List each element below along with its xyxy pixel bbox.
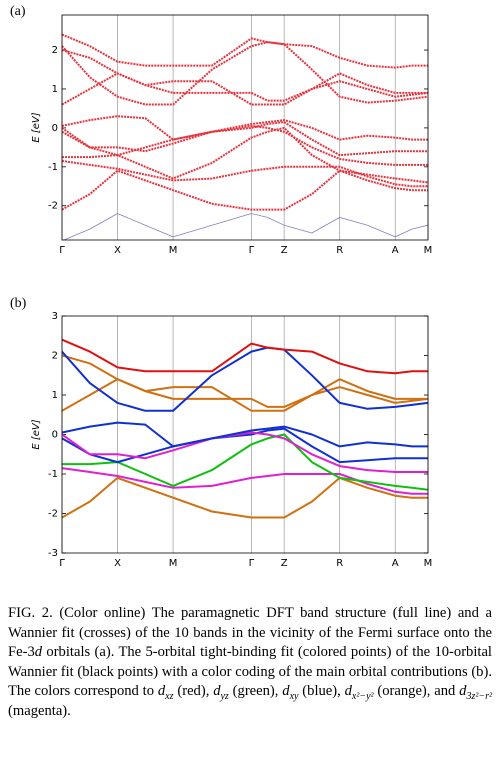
caption-text: d [34,644,43,661]
caption-text: orbitals (a). The 5-orbital tight-bindin… [8,644,492,700]
y-tick-label: 2 [52,351,58,362]
caption: FIG. 2. (Color online) The paramagnetic … [8,604,492,722]
band [62,41,428,106]
band [62,121,428,157]
x-tick-label: Γ [249,245,255,256]
caption-text: d [157,683,166,700]
x-tick-label: Γ [59,245,65,256]
axes-frame [61,315,429,554]
x-tick-label: R [336,558,343,569]
band [62,378,428,412]
band [62,427,428,464]
caption-text: x²−y² [351,691,374,703]
band [62,49,428,102]
x-tick-label: Z [281,245,288,256]
band [62,72,428,106]
caption-text: d [213,683,221,700]
y-tick-label: 3 [52,311,58,322]
y-tick-label: -1 [48,469,58,480]
band [62,213,428,240]
y-tick-label: 0 [52,430,58,441]
y-tick-label: 1 [52,390,58,401]
band [62,169,428,211]
band [62,124,428,166]
x-tick-label: Z [281,558,288,569]
panel-label: (a) [10,4,26,19]
x-tick-label: Γ [249,558,255,569]
caption-text: 3z²−r² [466,691,492,703]
axes-frame [61,14,429,241]
band [62,431,428,473]
band [62,421,428,448]
y-tick-label: -2 [48,509,58,520]
y-tick-label: -3 [48,548,58,559]
x-tick-label: R [336,245,343,256]
band [62,338,428,375]
x-tick-label: A [392,245,399,256]
band [62,354,428,408]
x-tick-label: M [169,245,178,256]
plot-area [62,33,428,240]
caption-text: d [459,683,467,700]
plot-area [62,338,428,519]
caption-text: (orange), and [373,683,460,700]
caption-text: (green), [228,683,283,700]
x-tick-label: Γ [59,558,65,569]
band [62,476,428,519]
panel-label: (b) [10,296,27,311]
x-tick-label: X [114,558,121,569]
y-tick-label: 2 [52,45,58,56]
caption-text: d [282,683,290,700]
y-tick-label: 0 [52,123,58,134]
caption-text: FIG. 2. (Color online) The paramagnetic … [8,605,492,661]
caption-text: xy [289,691,299,703]
caption-text: (red), [173,683,214,700]
y-axis-label: E [eV] [31,419,42,449]
x-tick-label: X [114,245,121,256]
x-tick-label: M [169,558,178,569]
y-axis-label: E [eV] [31,112,42,142]
x-tick-label: M [424,558,433,569]
caption-text: yz [220,691,229,703]
band [62,115,428,141]
x-tick-label: A [392,558,399,569]
caption-text: (magenta). [8,702,71,719]
figure: (a) E [eV] Γ X M Γ Z R A M -2 -1 0 1 2 (b) E [eV] Γ X M Γ Z R A… [10,4,433,569]
y-tick-label: 1 [52,84,58,95]
caption-text: (blue), [298,683,345,700]
band [62,160,428,188]
caption-text: d [344,683,352,700]
y-tick-label: -1 [48,162,58,173]
y-tick-label: -2 [48,201,58,212]
band [62,33,428,69]
caption-text: xz [165,691,174,703]
band [62,467,428,495]
band [62,433,428,491]
x-tick-label: M [424,245,433,256]
